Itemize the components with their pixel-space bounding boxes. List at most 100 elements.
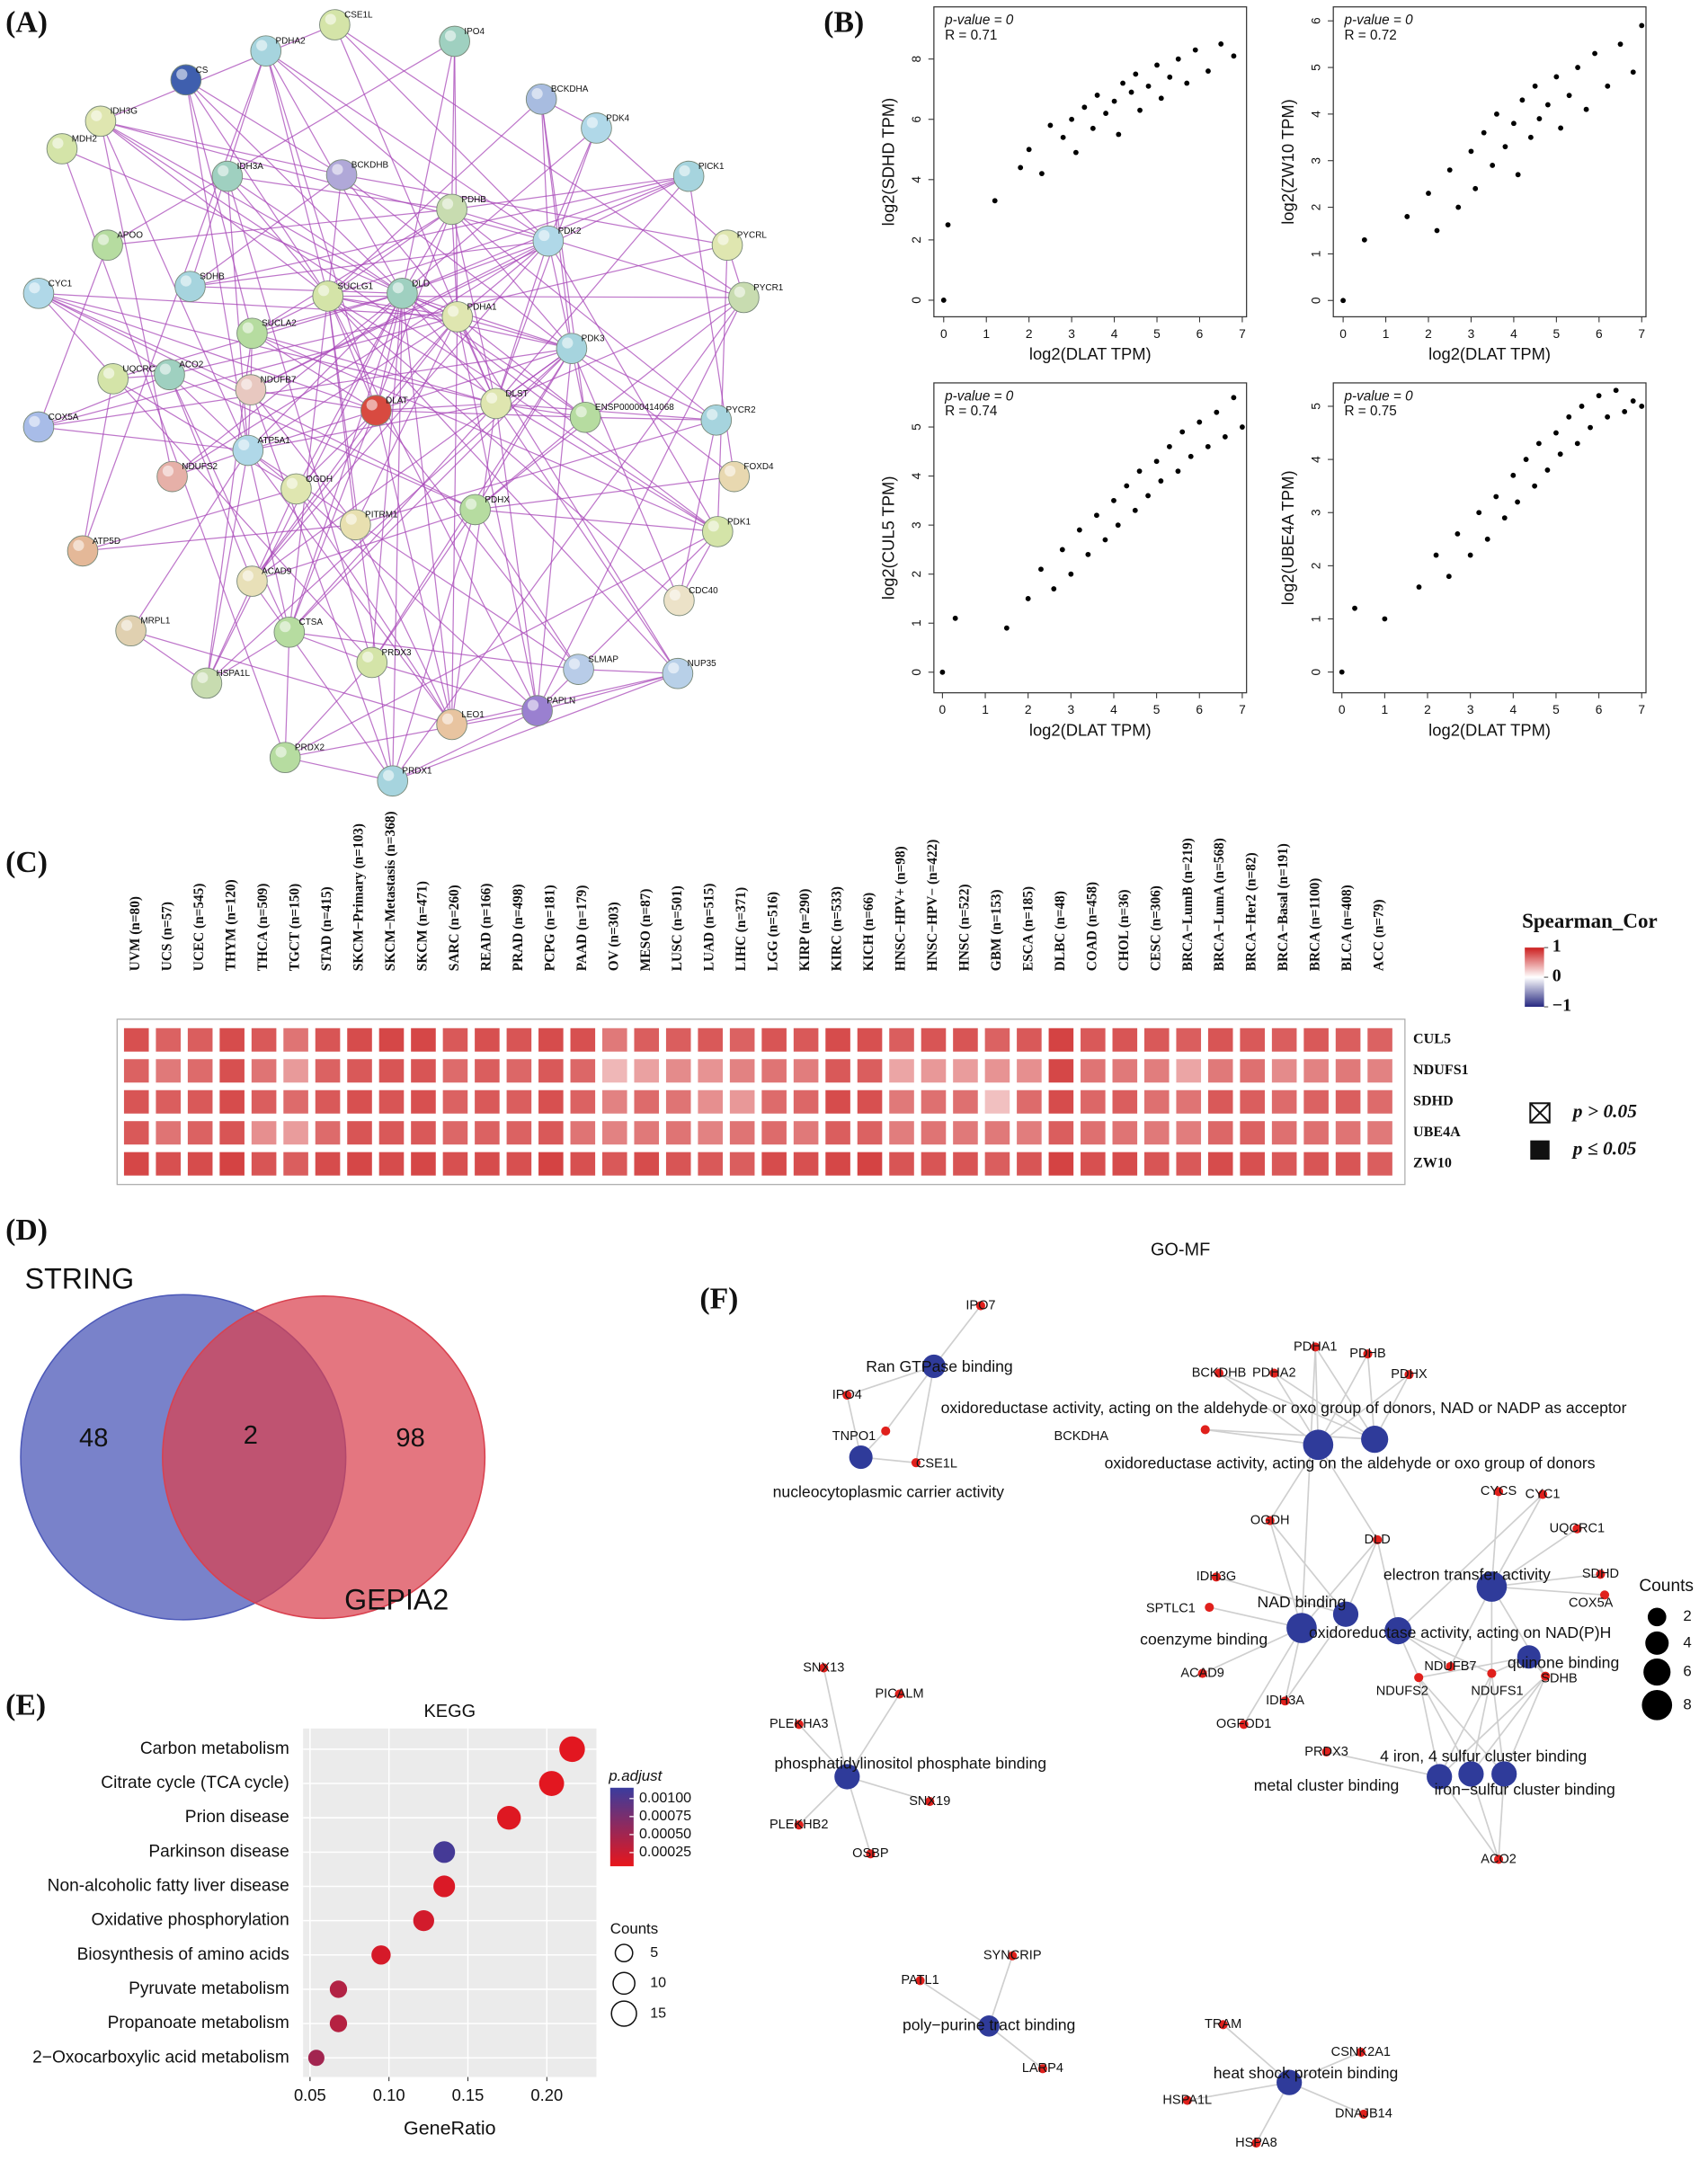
- edge: [451, 672, 679, 725]
- heatmap-cell: [761, 1121, 787, 1145]
- edge: [250, 389, 394, 781]
- edge: [1218, 1372, 1319, 1445]
- size-label: 8: [1683, 1695, 1691, 1712]
- point: [1116, 131, 1122, 138]
- point: [1167, 74, 1173, 80]
- gene-node: [1008, 1951, 1018, 1961]
- gene-label: PLEKHB2: [769, 1818, 829, 1832]
- point: [1115, 522, 1121, 529]
- heatmap-cell: [1176, 1059, 1202, 1083]
- heatmap-cell: [538, 1089, 564, 1114]
- edge: [475, 509, 718, 533]
- y-tick-label: 1: [910, 619, 923, 627]
- heatmap-cell: [889, 1121, 914, 1145]
- node-label: IDH3A: [237, 162, 264, 172]
- edge: [252, 348, 573, 582]
- gene-label: UQCRC1: [1550, 1522, 1605, 1536]
- edge: [168, 374, 290, 633]
- colorbar: [609, 1787, 634, 1867]
- heatmap-cell: [729, 1027, 755, 1052]
- gene-node: [1197, 1668, 1207, 1678]
- dot: [371, 1945, 391, 1965]
- column-label: LUSC (n=501): [670, 885, 685, 971]
- edge: [371, 662, 538, 712]
- gene-label: SPTLC1: [1146, 1601, 1196, 1615]
- heatmap-cell: [793, 1152, 819, 1176]
- y-tick-label: 5: [910, 423, 923, 431]
- gene-label: CYCS: [1481, 1484, 1517, 1498]
- gene-node: [881, 1426, 891, 1436]
- edge: [495, 403, 538, 711]
- edge: [1397, 1493, 1543, 1632]
- edge: [285, 757, 393, 782]
- point: [1494, 111, 1499, 117]
- heatmap-cell: [506, 1059, 532, 1083]
- x-tick-label: 2: [1424, 703, 1431, 716]
- heatmap-cell: [1112, 1027, 1138, 1052]
- node-highlight: [275, 746, 287, 758]
- term-node: [978, 2015, 1000, 2037]
- edge: [495, 175, 689, 405]
- legend-title: Counts: [610, 1920, 658, 1937]
- legend-label: p ≤ 0.05: [1571, 1137, 1637, 1159]
- x-tick-label: 4: [1510, 327, 1517, 341]
- column-label: PRAD (n=498): [511, 884, 526, 971]
- gene-label: DLD: [1365, 1533, 1391, 1547]
- gene-node: [1214, 1368, 1224, 1378]
- y-axis-label: log2(CUL5 TPM): [879, 476, 898, 600]
- node-label: UQCRC1: [122, 364, 160, 374]
- gene-label: HSPA1L: [1162, 2093, 1212, 2107]
- point: [1575, 65, 1580, 70]
- point: [1339, 669, 1345, 675]
- heatmap-cell: [889, 1089, 914, 1114]
- size-key: [614, 1943, 634, 1963]
- annotation: R = 0.74: [945, 404, 998, 419]
- gene-node: [1356, 2047, 1366, 2058]
- heatmap-cell: [506, 1152, 532, 1176]
- legend-key-cross: [1529, 1102, 1551, 1124]
- node-label: MDH2: [72, 134, 98, 144]
- heatmap-cell: [889, 1027, 914, 1052]
- edge: [284, 632, 290, 758]
- edge: [375, 410, 453, 725]
- heatmap-cell: [1271, 1089, 1297, 1114]
- point: [1510, 472, 1517, 478]
- node-label: PAPLN: [547, 697, 575, 707]
- edge: [355, 419, 716, 526]
- gene-node: [866, 1849, 876, 1859]
- node-highlight: [717, 234, 729, 245]
- heatmap-cell: [921, 1027, 947, 1052]
- y-tick-label: Pyruvate metabolism: [129, 1979, 289, 1998]
- column-label: SKCM (n=471): [414, 881, 430, 971]
- heatmap-cell: [857, 1152, 883, 1176]
- heatmap-cell: [378, 1059, 405, 1083]
- edge: [1438, 1776, 1499, 1860]
- heatmap-cell: [1303, 1027, 1329, 1052]
- point: [1361, 236, 1367, 243]
- gene-node: [1599, 1590, 1610, 1600]
- edge: [457, 316, 679, 674]
- point: [1231, 395, 1237, 401]
- edge: [289, 403, 497, 633]
- node-label: PDK4: [606, 113, 629, 123]
- gene-node: [1404, 1370, 1414, 1380]
- point: [1544, 102, 1551, 108]
- gene-node: [1211, 1572, 1222, 1582]
- heatmap-cell: [1017, 1027, 1042, 1052]
- heatmap-cell: [315, 1027, 341, 1052]
- heatmap-cell: [219, 1059, 245, 1083]
- heatmap-cell: [665, 1121, 691, 1145]
- x-tick-label: 4: [1111, 327, 1118, 341]
- gene-node: [1494, 1487, 1504, 1497]
- edge: [375, 316, 458, 411]
- edge: [450, 40, 456, 209]
- term-label: Ran GTPase binding: [866, 1357, 1012, 1375]
- heatmap-cell: [1048, 1059, 1074, 1083]
- edge: [227, 176, 249, 451]
- heatmap-cell: [634, 1089, 660, 1114]
- gene-label: PLEKHA3: [769, 1717, 829, 1731]
- row-label: SDHD: [1413, 1093, 1454, 1108]
- edge: [285, 710, 538, 759]
- column-label: THCA (n=509): [255, 884, 271, 972]
- edge: [107, 40, 455, 246]
